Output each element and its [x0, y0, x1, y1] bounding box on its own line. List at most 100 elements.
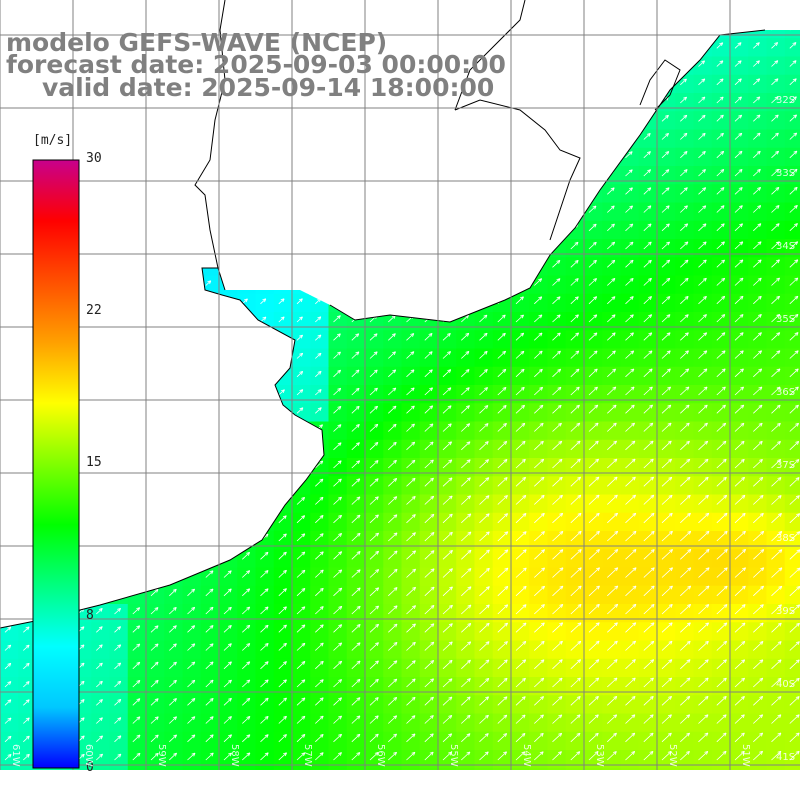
wind-vector	[388, 351, 396, 359]
wind-vector	[406, 441, 416, 451]
field-cell	[565, 622, 585, 642]
field-cell	[456, 476, 476, 496]
field-cell	[346, 494, 366, 514]
wind-vector	[771, 404, 781, 414]
field-cell	[419, 640, 439, 660]
field-cell	[711, 768, 731, 770]
field-cell	[784, 713, 800, 733]
field-cell	[730, 713, 749, 733]
wind-vector	[789, 404, 799, 414]
field-cell	[730, 549, 749, 569]
wind-vector	[552, 585, 564, 597]
field-cell	[346, 439, 366, 459]
field-cell	[657, 494, 676, 514]
wind-vector	[205, 716, 214, 724]
colorbar-tick-15: 15	[86, 455, 102, 470]
wind-vector	[789, 60, 797, 67]
field-cell	[182, 768, 202, 770]
wind-vector	[406, 532, 416, 542]
field-cell	[711, 585, 731, 605]
wind-vector	[698, 677, 709, 688]
field-cell	[529, 695, 549, 715]
wind-vector	[296, 533, 306, 542]
wind-vector	[771, 714, 782, 724]
lon-label-55w: 55W	[448, 744, 459, 767]
wind-vector	[169, 625, 177, 633]
wind-vector	[515, 585, 527, 597]
field-cell	[310, 512, 330, 532]
wind-vector	[4, 699, 12, 706]
field-cell	[346, 604, 366, 623]
field-cell	[474, 549, 494, 569]
wind-vector	[333, 679, 342, 688]
field-cell	[584, 731, 603, 751]
field-cell	[693, 439, 713, 459]
field-cell	[438, 512, 457, 532]
wind-vector	[442, 715, 453, 724]
field-cell	[547, 385, 567, 404]
field-cell	[657, 257, 676, 277]
field-cell	[310, 640, 330, 660]
wind-vector	[643, 332, 653, 341]
wind-vector	[461, 495, 471, 505]
wind-vector	[515, 567, 527, 578]
wind-vector	[552, 314, 561, 323]
wind-vector	[771, 604, 782, 615]
wind-vector	[552, 622, 564, 633]
field-cell	[529, 348, 549, 368]
field-cell	[328, 713, 348, 733]
wind-vector	[296, 389, 304, 396]
wind-vector	[570, 422, 581, 432]
wind-vector	[388, 733, 397, 743]
field-cell	[401, 476, 421, 496]
field-cell	[675, 512, 695, 532]
wind-vector	[552, 751, 562, 761]
wind-vector	[479, 513, 490, 524]
wind-vector	[442, 531, 453, 542]
field-cell	[565, 604, 585, 623]
wind-vector	[588, 567, 600, 578]
field-cell	[401, 713, 421, 733]
field-cell	[18, 731, 38, 751]
field-cell	[657, 677, 676, 696]
field-cell	[730, 312, 749, 331]
wind-vector	[442, 387, 452, 396]
wind-vector	[734, 295, 744, 305]
wind-vector	[734, 150, 743, 159]
wind-vector	[150, 643, 159, 651]
wind-vector	[260, 298, 267, 305]
field-cell	[438, 366, 457, 386]
wind-vector	[625, 386, 635, 396]
field-cell	[529, 549, 549, 569]
field-cell	[438, 458, 457, 477]
wind-vector	[753, 732, 764, 743]
wind-vector	[424, 550, 435, 560]
field-cell	[91, 604, 111, 623]
wind-vector	[515, 368, 525, 378]
lat-label-40s: 40S	[776, 679, 796, 690]
wind-vector	[607, 458, 618, 469]
field-cell	[547, 439, 567, 459]
field-cell	[748, 184, 768, 204]
field-cell	[748, 366, 768, 386]
field-cell	[730, 458, 749, 477]
field-cell	[784, 640, 800, 660]
wind-vector	[771, 441, 781, 451]
wind-vector	[351, 569, 361, 578]
field-cell	[383, 494, 403, 514]
field-cell	[547, 458, 567, 477]
wind-vector	[4, 681, 12, 688]
field-cell	[711, 549, 731, 569]
wind-vector	[534, 404, 544, 414]
field-cell	[401, 348, 421, 368]
wind-vector	[132, 698, 141, 706]
wind-vector	[588, 640, 600, 651]
field-cell	[383, 312, 403, 331]
field-cell	[565, 695, 585, 715]
wind-vector	[716, 696, 727, 706]
field-cell	[273, 549, 293, 569]
wind-vector	[260, 570, 269, 578]
lon-label-51w: 51W	[740, 744, 751, 767]
wind-vector	[771, 495, 782, 505]
wind-vector	[680, 96, 687, 104]
